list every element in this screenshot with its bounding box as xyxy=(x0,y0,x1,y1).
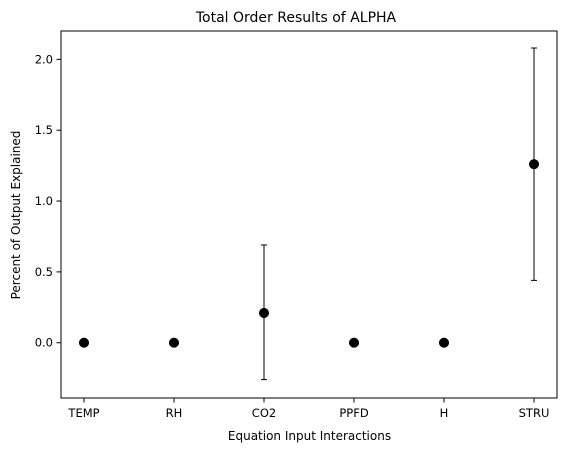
data-point-2 xyxy=(258,307,270,319)
x-axis-label: Equation Input Interactions xyxy=(228,429,391,443)
y-tick-label-3: 1.5 xyxy=(35,123,53,137)
y-axis-label: Percent of Output Explained xyxy=(9,131,23,300)
y-tick-label-2: 1.0 xyxy=(35,194,53,208)
y-tick-label-4: 2.0 xyxy=(35,52,53,66)
x-tick-label-0: TEMP xyxy=(67,406,99,420)
data-point-0 xyxy=(78,337,90,348)
data-point-3 xyxy=(348,337,360,348)
x-tick-label-2: CO2 xyxy=(252,406,276,420)
y-tick-label-1: 0.5 xyxy=(35,265,53,279)
plot-frame xyxy=(60,30,558,399)
data-point-4 xyxy=(438,337,450,348)
x-tick-label-3: PPFD xyxy=(339,406,368,420)
chart-title: Total Order Results of ALPHA xyxy=(195,10,397,26)
data-point-5 xyxy=(528,159,540,170)
x-tick-label-1: RH xyxy=(166,406,183,420)
y-tick-label-0: 0.0 xyxy=(35,336,53,350)
x-tick-label-4: H xyxy=(440,406,449,420)
data-point-1 xyxy=(168,337,180,348)
x-tick-label-5: STRU xyxy=(519,406,550,420)
plot-area: 0.0 0.5 1.0 1.5 2.0 TEMP RH CO2 PPFD H STRU xyxy=(35,30,558,420)
